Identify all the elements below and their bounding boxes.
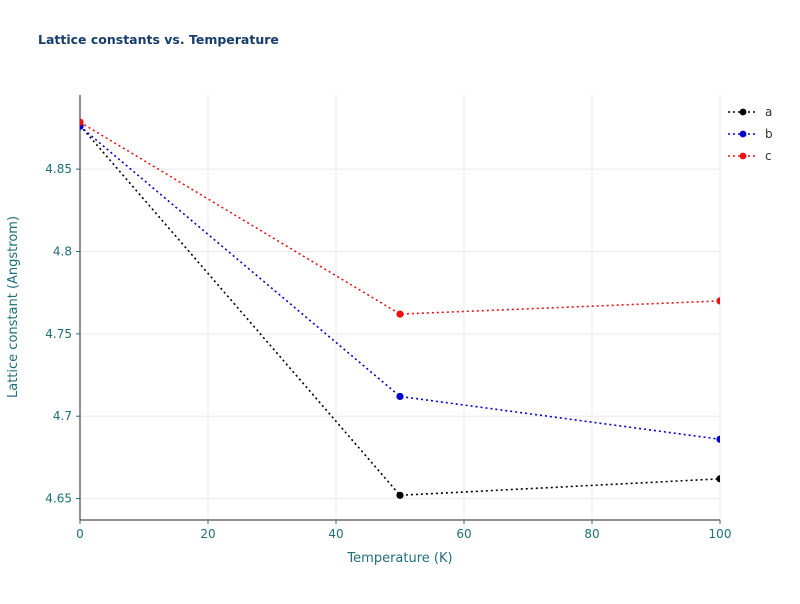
y-tick-label: 4.8 [53,244,72,258]
legend-label-b: b [765,127,773,141]
y-tick-label: 4.75 [45,327,72,341]
legend-label-c: c [765,149,772,163]
legend-marker-a [739,108,747,116]
axes: 0 20 40 60 80 100 4.65 4.7 4.75 4.8 4.85 [45,95,731,541]
series-line-c [80,121,720,315]
series-marker-a [716,475,720,483]
x-tick-label: 60 [456,527,471,541]
gridlines [79,95,721,520]
x-tick-label: 80 [584,527,599,541]
y-tick-label: 4.65 [45,492,72,506]
legend-marker-c [739,152,747,160]
y-axis-label: Lattice constant (Angstrom) [6,216,21,398]
series-marker-a [396,491,404,499]
series-lines [80,118,720,499]
series-marker-c [396,310,404,318]
legend-marker-b [739,130,747,138]
series-marker-c [716,297,720,305]
legend-label-a: a [765,105,772,119]
x-tick-label: 100 [709,527,732,541]
series-marker-c [80,118,84,126]
chart-title: Lattice constants vs. Temperature [38,32,279,47]
series-line-a [80,124,720,497]
series-marker-b [396,392,404,401]
y-tick-label: 4.7 [53,409,72,423]
legend: abc [728,105,773,163]
x-axis-label: Temperature (K) [346,551,452,566]
x-tick-label: 0 [76,527,84,541]
series-marker-b [716,435,720,443]
series-line-b [80,125,720,441]
y-tick-label: 4.85 [45,162,72,176]
x-tick-label: 20 [200,527,215,541]
x-tick-label: 40 [328,527,343,541]
